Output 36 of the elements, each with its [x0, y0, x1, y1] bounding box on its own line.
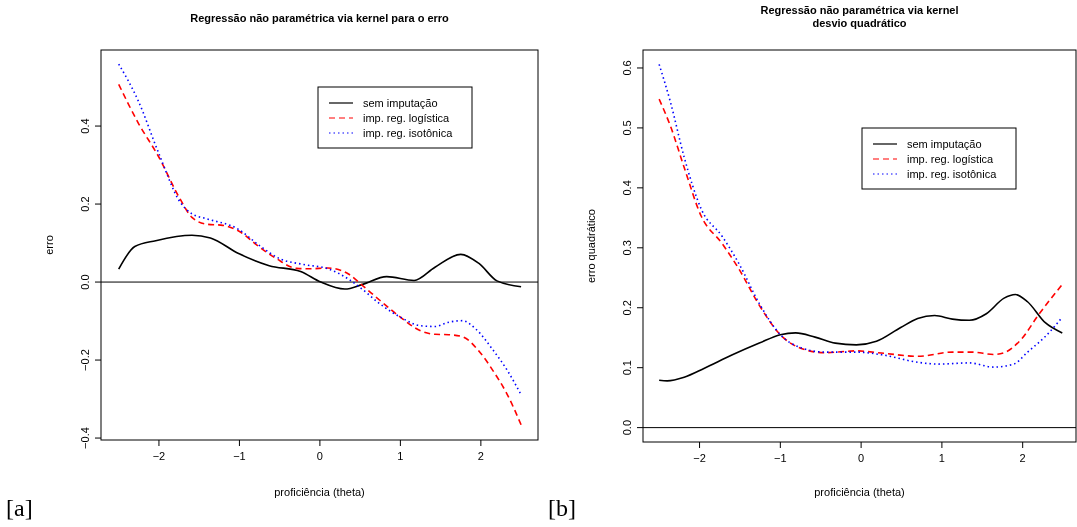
y-tick-label: −0.2 [79, 349, 91, 371]
x-tick-label: 0 [316, 450, 323, 462]
y-tick-label: 0.4 [79, 118, 91, 134]
y-tick-label: 0.0 [621, 419, 633, 436]
legend-label: imp. reg. logística [363, 112, 451, 124]
legend-label: imp. reg. isotônica [907, 168, 998, 180]
y-tick-label: 0.4 [621, 180, 633, 196]
y-tick-label: 0.5 [621, 120, 633, 136]
x-tick-label: −2 [152, 450, 166, 462]
y-tick-label: 0.0 [79, 274, 91, 290]
x-tick-label: 2 [477, 450, 484, 462]
y-tick-label: 0.6 [621, 60, 633, 76]
chart-title: Regressão não paramétrica via kernel desvio quadrático [760, 4, 959, 29]
legend-label: sem imputação [907, 138, 982, 150]
legend-label: imp. reg. logística [907, 153, 995, 165]
x-tick-label: −1 [774, 452, 787, 464]
x-tick-label: 2 [1019, 452, 1026, 464]
x-tick-label: −2 [693, 452, 706, 464]
x-axis-title: proficiência (theta) [814, 486, 905, 498]
y-axis-title: erro [43, 235, 55, 255]
x-axis-title: proficiência (theta) [274, 486, 365, 498]
legend-label: imp. reg. isotônica [363, 127, 454, 139]
text: [a] [6, 495, 33, 521]
y-axis-title: erro quadrático [585, 209, 597, 283]
y-tick-label: 0.2 [621, 300, 633, 316]
x-tick-label: 1 [397, 450, 404, 462]
x-tick-label: 0 [858, 452, 865, 464]
x-tick-label: 1 [938, 452, 945, 464]
chart-title: Regressão não paramétrica via kernel para o erro [190, 12, 450, 24]
y-tick-label: 0.2 [79, 196, 91, 212]
x-tick-label: −1 [233, 450, 246, 462]
legend-label: sem imputação [363, 97, 438, 109]
text: [b] [548, 495, 576, 521]
y-tick-label: 0.1 [621, 360, 633, 376]
y-tick-label: 0.3 [621, 240, 633, 256]
y-tick-label: −0.4 [79, 427, 91, 449]
